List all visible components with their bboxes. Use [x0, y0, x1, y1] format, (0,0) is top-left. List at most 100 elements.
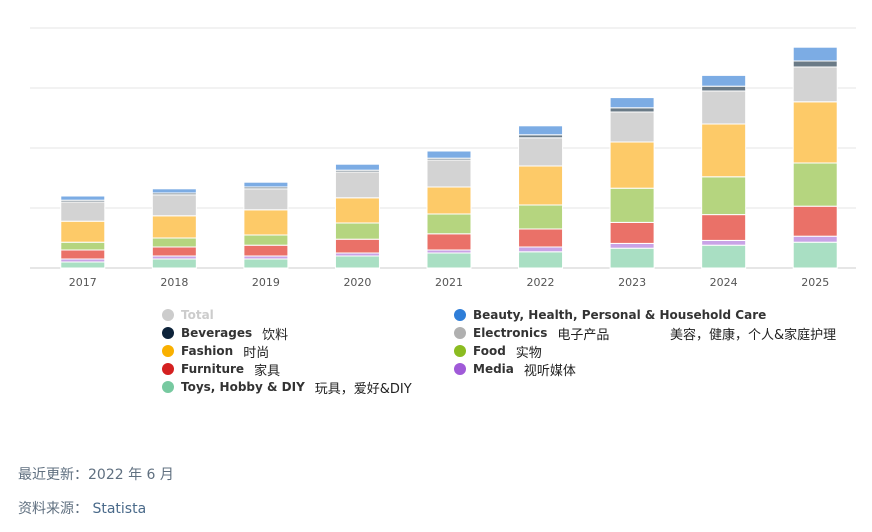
legend-item[interactable]: Electronics 电子产品 [454, 324, 610, 343]
legend-label: Beauty, Health, Personal & Household Car… [473, 308, 767, 322]
bar-segment[interactable] [334, 171, 380, 199]
bar-segment[interactable] [426, 150, 472, 159]
bar-segment[interactable] [426, 233, 472, 251]
bar-segment[interactable] [426, 186, 472, 215]
legend-swatch [454, 345, 466, 357]
legend-item[interactable]: Food 实物 [454, 342, 542, 361]
legend-item[interactable]: Furniture 家具 [162, 360, 281, 379]
bar-segment[interactable] [518, 137, 564, 167]
bar-segment[interactable] [334, 255, 380, 269]
legend-item[interactable]: Media 视听媒体 [454, 360, 576, 379]
bar-segment[interactable] [151, 258, 197, 269]
bar-segment[interactable] [792, 101, 838, 164]
bar-segment[interactable] [60, 249, 106, 260]
bar-segment[interactable] [792, 60, 838, 68]
bar-segment[interactable] [609, 187, 655, 223]
bar-segment[interactable] [334, 238, 380, 254]
bar-segment[interactable] [518, 246, 564, 253]
bar-segment[interactable] [701, 244, 747, 269]
bar-segment[interactable] [243, 244, 289, 257]
x-tick-label: 2020 [343, 276, 371, 289]
legend-swatch [162, 345, 174, 357]
bar-segment[interactable] [701, 214, 747, 241]
bar-segment[interactable] [426, 213, 472, 235]
bar-segment[interactable] [609, 97, 655, 109]
bar-segment[interactable] [701, 123, 747, 178]
bar-segment[interactable] [60, 261, 106, 269]
legend-label: Total [181, 308, 214, 322]
bar-segment[interactable] [609, 141, 655, 189]
bar-segment[interactable] [518, 204, 564, 230]
x-tick-label: 2024 [710, 276, 738, 289]
bar-segment[interactable] [518, 228, 564, 248]
legend-translation: 家具 [254, 363, 281, 379]
bar-segment[interactable] [334, 222, 380, 240]
bar-segment[interactable] [609, 111, 655, 143]
legend-swatch [454, 309, 466, 321]
bar-segment[interactable] [334, 163, 380, 171]
legend-translation: 玩具，爱好&DIY [314, 381, 412, 397]
bar-segment[interactable] [609, 107, 655, 113]
bar-segment[interactable] [243, 258, 289, 269]
bar-segment[interactable] [701, 90, 747, 125]
bar-segment[interactable] [518, 125, 564, 136]
bar-segment[interactable] [701, 74, 747, 87]
bar-segment[interactable] [334, 197, 380, 224]
bar-segment[interactable] [792, 235, 838, 243]
bar-segment[interactable] [243, 209, 289, 236]
bar-segment[interactable] [792, 162, 838, 207]
legend-item[interactable]: Toys, Hobby & DIY 玩具，爱好&DIY [162, 378, 412, 397]
legend-swatch [162, 381, 174, 393]
legend-swatch [162, 363, 174, 375]
bar-segment[interactable] [243, 188, 289, 211]
x-tick-label: 2025 [801, 276, 829, 289]
bar-segment[interactable] [426, 252, 472, 269]
bar-series [60, 46, 838, 269]
legend-translation: 时尚 [243, 345, 270, 361]
bar-segment[interactable] [243, 234, 289, 246]
last-updated-value: 2022 年 6 月 [88, 467, 174, 483]
bar-segment[interactable] [151, 246, 197, 257]
bar-segment[interactable] [792, 241, 838, 269]
x-tick-label: 2019 [252, 276, 280, 289]
data-source-label: 资料来源： [18, 501, 88, 517]
bar-segment[interactable] [243, 181, 289, 188]
last-updated: 最近更新：2022 年 6 月 [18, 464, 174, 484]
legend-swatch [162, 309, 174, 321]
bar-segment[interactable] [701, 239, 747, 246]
legend-swatch [162, 327, 174, 339]
stacked-bar-chart: 2017 2018 2019 2020 2021 2022 2023 2024 2025 [30, 27, 856, 289]
legend-beauty-translation: 美容，健康，个人&家庭护理 [670, 328, 837, 343]
bar-segment[interactable] [151, 188, 197, 194]
bar-segment[interactable] [792, 66, 838, 103]
bar-segment[interactable] [609, 247, 655, 269]
legend-item[interactable]: Fashion 时尚 [162, 342, 270, 361]
legend-item[interactable]: Total [162, 306, 214, 324]
bar-segment[interactable] [60, 220, 106, 243]
legend-item[interactable]: Beverages 饮料 [162, 324, 288, 343]
bar-segment[interactable] [151, 237, 197, 248]
x-tick-label: 2022 [527, 276, 555, 289]
legend-translation: 电子产品 [557, 327, 610, 343]
bar-segment[interactable] [701, 85, 747, 92]
bar-segment[interactable] [701, 176, 747, 216]
bar-segment[interactable] [60, 201, 106, 222]
bar-segment[interactable] [792, 205, 838, 237]
legend-label: Toys, Hobby & DIY [181, 380, 305, 394]
legend-label: Furniture [181, 362, 245, 376]
bar-segment[interactable] [151, 215, 197, 239]
bar-segment[interactable] [426, 159, 472, 188]
x-tick-label: 2018 [160, 276, 188, 289]
bar-segment[interactable] [518, 165, 564, 206]
bar-segment[interactable] [609, 242, 655, 249]
bar-segment[interactable] [151, 194, 197, 217]
data-source-link[interactable]: Statista [92, 501, 147, 517]
bar-segment[interactable] [792, 46, 838, 62]
bar-segment[interactable] [60, 241, 106, 251]
bar-segment[interactable] [518, 251, 564, 269]
legend-translation: 视听媒体 [523, 363, 576, 379]
bar-segment[interactable] [60, 195, 106, 201]
bar-segment[interactable] [609, 221, 655, 244]
legend-item[interactable]: Beauty, Health, Personal & Household Car… [454, 306, 766, 324]
x-tick-label: 2021 [435, 276, 463, 289]
